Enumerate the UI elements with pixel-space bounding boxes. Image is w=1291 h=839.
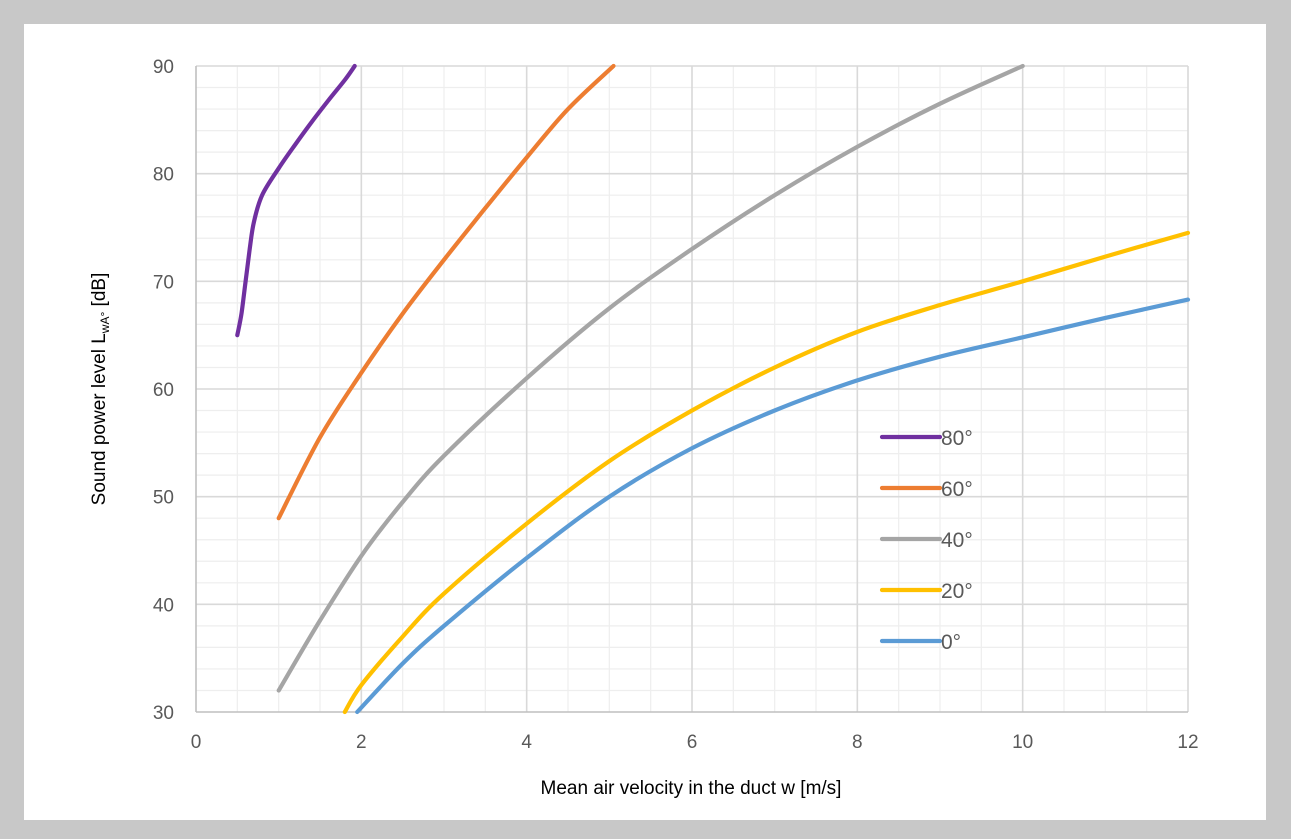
axis-lines	[195, 66, 1188, 713]
y-tick-label: 80	[153, 165, 174, 186]
series-line-0deg	[355, 297, 1191, 715]
tick-labels: 0 2 4 6 8 10 12 30 40 50 60 70 80 90	[153, 57, 1199, 753]
y-axis-title-main: Sound power level L	[89, 333, 110, 505]
y-tick-label: 60	[153, 380, 174, 401]
series-line-60deg	[276, 63, 616, 521]
series-line-20deg	[342, 230, 1191, 715]
x-tick-label: 12	[1177, 732, 1198, 753]
series-line-40deg	[276, 63, 1025, 693]
chart-panel: 0 2 4 6 8 10 12 30 40 50 60 70 80 90 80° 60° 40° 20° 0° M…	[24, 24, 1266, 820]
series-lines	[235, 63, 1191, 715]
x-tick-label: 6	[687, 732, 698, 753]
y-tick-label: 50	[153, 488, 174, 509]
x-axis-title: Mean air velocity in the duct w [m/s]	[541, 778, 842, 799]
y-tick-label: 90	[153, 57, 174, 78]
x-tick-label: 8	[852, 732, 863, 753]
legend-label-0deg: 0°	[941, 631, 961, 654]
y-axis-title: Sound power level LwA° [dB]	[89, 273, 112, 506]
x-tick-label: 10	[1012, 732, 1033, 753]
y-tick-label: 40	[153, 595, 174, 616]
chart-svg: 0 2 4 6 8 10 12 30 40 50 60 70 80 90 80° 60° 40° 20° 0° M…	[89, 57, 1199, 799]
series-line-80deg	[235, 63, 357, 338]
y-axis-title-unit: [dB]	[89, 273, 110, 312]
legend-label-80deg: 80°	[941, 427, 973, 450]
legend-label-40deg: 40°	[941, 529, 973, 552]
legend-label-60deg: 60°	[941, 478, 973, 501]
y-tick-label: 70	[153, 272, 174, 293]
x-tick-label: 0	[191, 732, 202, 753]
y-axis-title-subscript: wA°	[98, 312, 112, 335]
legend: 80° 60° 40° 20° 0°	[879, 427, 973, 654]
x-tick-label: 2	[356, 732, 367, 753]
legend-label-20deg: 20°	[941, 580, 973, 603]
x-tick-label: 4	[521, 732, 532, 753]
major-gridlines	[196, 65, 1189, 712]
y-tick-label: 30	[153, 703, 174, 724]
